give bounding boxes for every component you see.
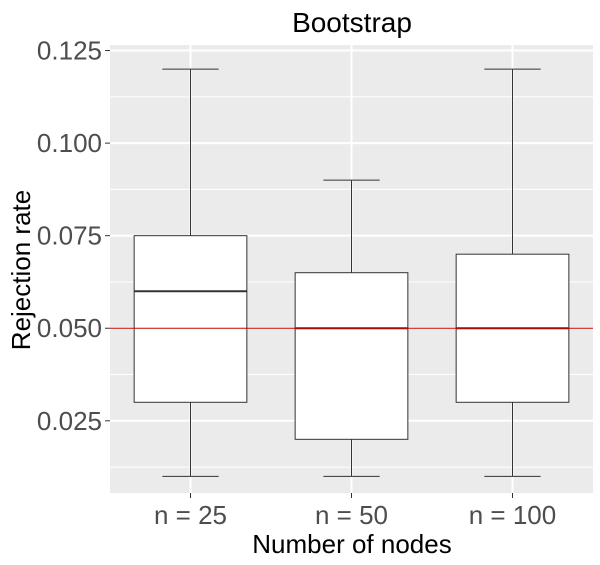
box-iqr bbox=[133, 235, 248, 403]
x-axis: n = 25 n = 50 n = 100 bbox=[154, 493, 556, 530]
x-tick-label: n = 100 bbox=[469, 500, 556, 530]
box-1 bbox=[133, 68, 248, 477]
y-tick-label: 0.050 bbox=[37, 313, 102, 343]
x-tick-label: n = 50 bbox=[315, 500, 388, 530]
chart-title: Bootstrap bbox=[292, 7, 412, 38]
y-axis-label: Rejection rate bbox=[6, 190, 36, 350]
x-axis-label: Number of nodes bbox=[252, 529, 451, 559]
y-tick-label: 0.025 bbox=[37, 406, 102, 436]
box-iqr bbox=[294, 272, 409, 440]
box-2 bbox=[294, 179, 409, 477]
y-axis: 0.025 0.050 0.075 0.100 0.125 bbox=[37, 36, 110, 436]
y-tick-label: 0.100 bbox=[37, 128, 102, 158]
y-tick-label: 0.075 bbox=[37, 221, 102, 251]
y-tick-label: 0.125 bbox=[37, 36, 102, 66]
x-tick-label: n = 25 bbox=[154, 500, 227, 530]
